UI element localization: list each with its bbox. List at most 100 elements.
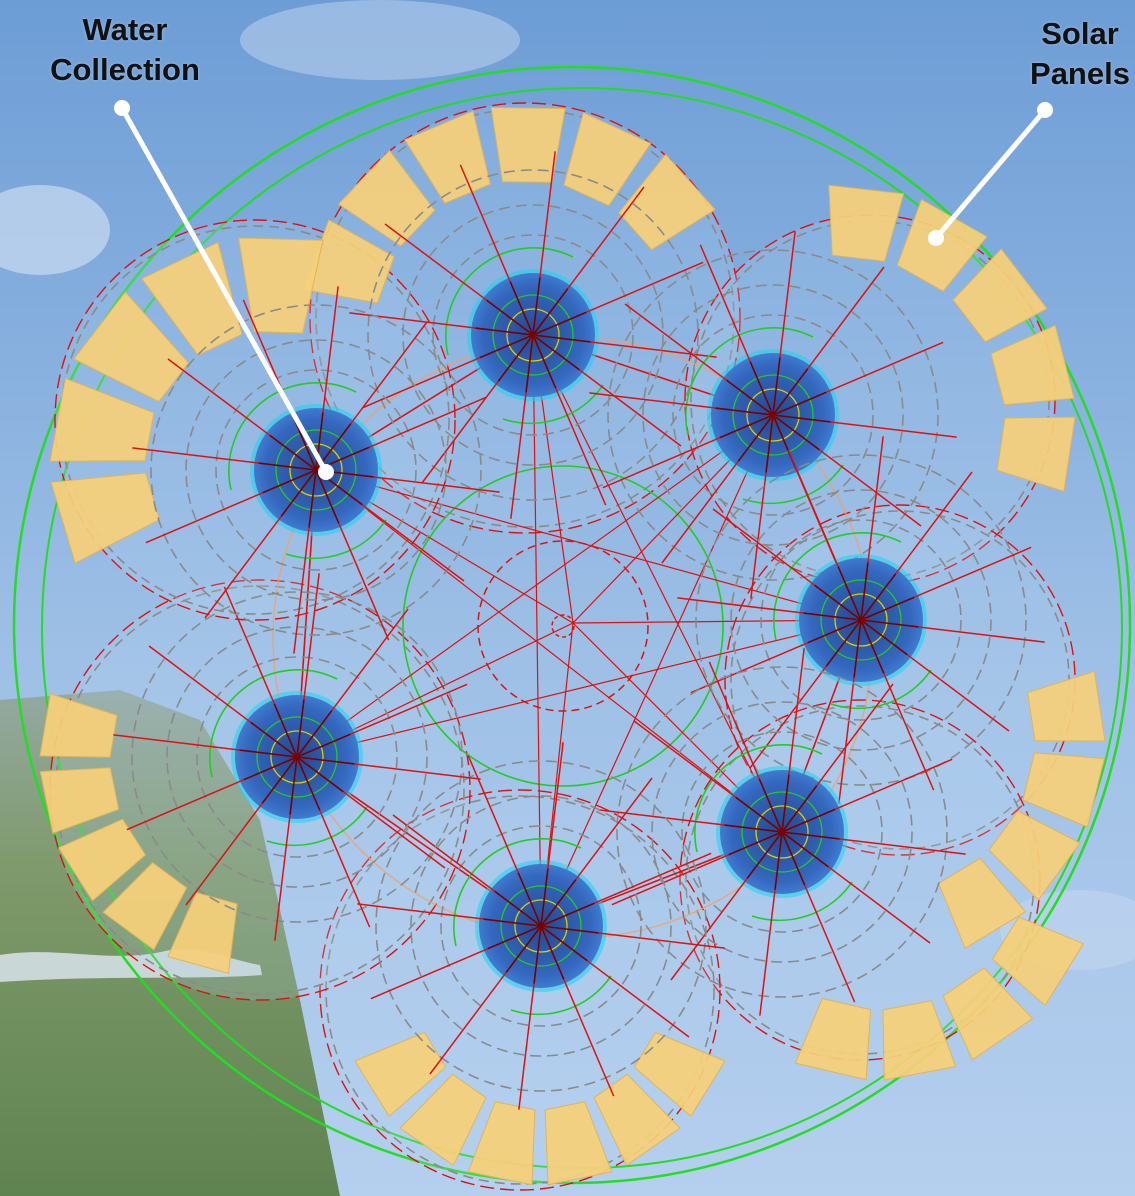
hub-spoke xyxy=(167,358,271,436)
hub-inner-spoke xyxy=(296,710,333,758)
hub-inner-spoke xyxy=(494,890,542,927)
hub-green-arc xyxy=(266,806,368,847)
hub-spoke xyxy=(510,392,527,519)
hub-inner-spoke xyxy=(781,831,806,886)
hub-inner-spoke xyxy=(296,756,321,811)
hub-inner-spoke xyxy=(479,334,534,359)
hub-green-arc xyxy=(694,744,823,853)
hub-spoke xyxy=(590,341,717,358)
hub-spoke xyxy=(539,151,556,278)
solar-panel xyxy=(896,198,988,292)
structural-line xyxy=(315,469,862,621)
hub-inner-spoke xyxy=(540,902,595,927)
hub-core-ring xyxy=(834,593,888,647)
hub-spoke xyxy=(816,683,894,787)
solar-panel xyxy=(303,219,395,304)
hub-inner-spoke xyxy=(533,925,542,984)
hub-dashed-ring xyxy=(196,656,398,858)
hub-spoke xyxy=(712,508,816,586)
hub-inner-spoke xyxy=(292,416,317,471)
structural-line xyxy=(296,414,774,758)
hub-inner-spoke xyxy=(532,334,557,389)
solar-panel xyxy=(618,153,716,251)
water-collection-label-line2: Collection xyxy=(50,52,200,87)
solar-panel xyxy=(39,693,118,758)
hub-inner-spoke xyxy=(497,334,534,382)
hub-spoke xyxy=(350,321,428,425)
hub-inner-spoke xyxy=(532,334,580,371)
solar-panel xyxy=(1027,670,1106,742)
hub-inner-ring xyxy=(256,716,338,798)
hub-inner-spoke xyxy=(803,612,862,621)
solar-panels-label-line2: Panels xyxy=(1030,56,1130,91)
hub-dashed-ring xyxy=(695,454,1027,786)
hub-spoke xyxy=(354,763,481,780)
solar-panel xyxy=(990,324,1075,406)
hub-spoke xyxy=(594,852,712,904)
hub-inner-spoke xyxy=(269,434,317,471)
hub-inner-spoke xyxy=(860,596,915,621)
hub-spoke xyxy=(369,396,487,448)
hub-spoke xyxy=(303,573,320,700)
hub-inner-spoke xyxy=(262,469,317,494)
hub-inner-spoke xyxy=(509,281,534,336)
hub-inner-spoke xyxy=(772,368,809,416)
hub-spoke xyxy=(555,388,607,506)
hub-spoke xyxy=(677,597,804,614)
solar-panel xyxy=(490,106,566,183)
solar-panel xyxy=(991,916,1085,1007)
hub-green-arc xyxy=(445,247,574,356)
hub-spoke xyxy=(788,648,805,775)
hub-inner-spoke xyxy=(315,469,340,524)
hub-spoke xyxy=(750,472,767,599)
hub-inner-spoke xyxy=(781,774,790,833)
hub-dashed-ring xyxy=(185,339,447,601)
hub-inner-spoke xyxy=(749,361,774,416)
hub-dashed-ring xyxy=(367,169,699,501)
hub-inner-spoke xyxy=(250,721,298,758)
structural-line xyxy=(540,414,774,927)
hub-spoke xyxy=(145,492,263,544)
hub-spoke xyxy=(839,838,966,855)
hub-inner-spoke xyxy=(517,872,542,927)
hub-green-arc xyxy=(502,384,604,425)
hub-dashed-ring xyxy=(760,519,962,721)
hub-spoke xyxy=(384,223,488,301)
hub-core-ring xyxy=(289,443,343,497)
hub-spoke xyxy=(126,779,244,831)
hub-spoke xyxy=(826,341,944,393)
solar-panel xyxy=(828,184,905,262)
hub-inner-spoke xyxy=(532,334,591,343)
core-ring xyxy=(477,540,649,712)
solar-panels-leader-dot xyxy=(1037,102,1053,118)
hub-spoke xyxy=(467,755,519,873)
hub-inner-spoke xyxy=(772,414,831,423)
hub-inner-spoke xyxy=(860,573,897,621)
cloud-top xyxy=(240,0,520,80)
hub-inner-spoke xyxy=(853,619,862,678)
solar-panels-label-line1: Solar xyxy=(1041,16,1119,51)
hub-green-arc xyxy=(209,669,338,778)
water-collection-leader-dot xyxy=(114,100,130,116)
hub-spoke xyxy=(357,903,484,920)
solar-panels-leader-end xyxy=(928,230,944,246)
hub-spoke xyxy=(575,777,653,881)
hub-core-ring xyxy=(755,805,809,859)
hub-core-ring xyxy=(514,899,568,953)
solar-panel xyxy=(988,810,1081,901)
hub-inner-spoke xyxy=(505,925,542,973)
hub-inner-spoke xyxy=(746,831,783,879)
hub-inner-spoke xyxy=(726,379,774,416)
hub-spoke xyxy=(818,449,922,527)
water-collection-label: Water Collection xyxy=(20,10,230,90)
hub-inner-spoke xyxy=(487,925,542,950)
structural-line xyxy=(532,334,783,833)
hub-inner-spoke xyxy=(540,925,588,962)
leader-layer xyxy=(114,100,1053,480)
hub-inner-spoke xyxy=(724,824,783,833)
hub-inner-spoke xyxy=(774,831,783,890)
hub-spoke xyxy=(602,437,720,489)
hub-inner-spoke xyxy=(719,414,774,439)
hub-inner-spoke xyxy=(860,562,869,621)
